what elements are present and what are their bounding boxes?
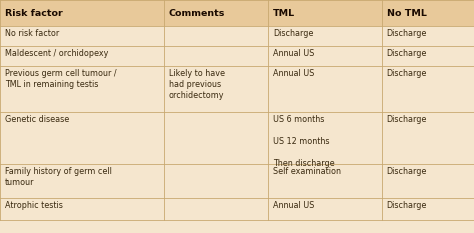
Bar — [382, 0, 474, 26]
Bar — [164, 66, 268, 112]
Text: Discharge: Discharge — [387, 29, 427, 38]
Bar — [382, 164, 474, 198]
Text: Discharge: Discharge — [387, 69, 427, 78]
Bar — [0, 46, 164, 66]
Bar — [0, 198, 164, 220]
Text: Annual US: Annual US — [273, 49, 314, 58]
Bar — [0, 26, 164, 46]
Text: Discharge: Discharge — [387, 201, 427, 210]
Text: Discharge: Discharge — [387, 49, 427, 58]
Text: Likely to have
had previous
orchidectomy: Likely to have had previous orchidectomy — [169, 69, 225, 100]
Text: Discharge: Discharge — [387, 167, 427, 176]
Bar — [268, 198, 382, 220]
Bar — [268, 0, 382, 26]
Text: No TML: No TML — [387, 8, 427, 17]
Text: Annual US: Annual US — [273, 201, 314, 210]
Bar — [0, 66, 164, 112]
Bar — [268, 46, 382, 66]
Text: No risk factor: No risk factor — [5, 29, 59, 38]
Bar — [382, 66, 474, 112]
Bar — [164, 46, 268, 66]
Bar — [268, 26, 382, 46]
Bar — [382, 26, 474, 46]
Bar — [164, 0, 268, 26]
Bar — [0, 0, 164, 26]
Text: Genetic disease: Genetic disease — [5, 115, 69, 124]
Bar — [268, 112, 382, 164]
Bar — [268, 66, 382, 112]
Bar — [0, 164, 164, 198]
Text: Self examination: Self examination — [273, 167, 341, 176]
Text: Maldescent / orchidopexy: Maldescent / orchidopexy — [5, 49, 109, 58]
Text: Discharge: Discharge — [387, 115, 427, 124]
Text: Comments: Comments — [169, 8, 225, 17]
Text: Family history of germ cell
tumour: Family history of germ cell tumour — [5, 167, 112, 187]
Bar — [164, 26, 268, 46]
Text: Atrophic testis: Atrophic testis — [5, 201, 63, 210]
Text: Previous germ cell tumour /
TML in remaining testis: Previous germ cell tumour / TML in remai… — [5, 69, 117, 89]
Text: Annual US: Annual US — [273, 69, 314, 78]
Bar — [382, 198, 474, 220]
Text: US 6 months

US 12 months

Then discharge: US 6 months US 12 months Then discharge — [273, 115, 335, 168]
Text: Risk factor: Risk factor — [5, 8, 63, 17]
Bar — [164, 198, 268, 220]
Text: Discharge: Discharge — [273, 29, 313, 38]
Bar — [382, 112, 474, 164]
Bar — [0, 112, 164, 164]
Bar — [164, 164, 268, 198]
Bar — [164, 112, 268, 164]
Text: TML: TML — [273, 8, 295, 17]
Bar — [268, 164, 382, 198]
Bar — [382, 46, 474, 66]
